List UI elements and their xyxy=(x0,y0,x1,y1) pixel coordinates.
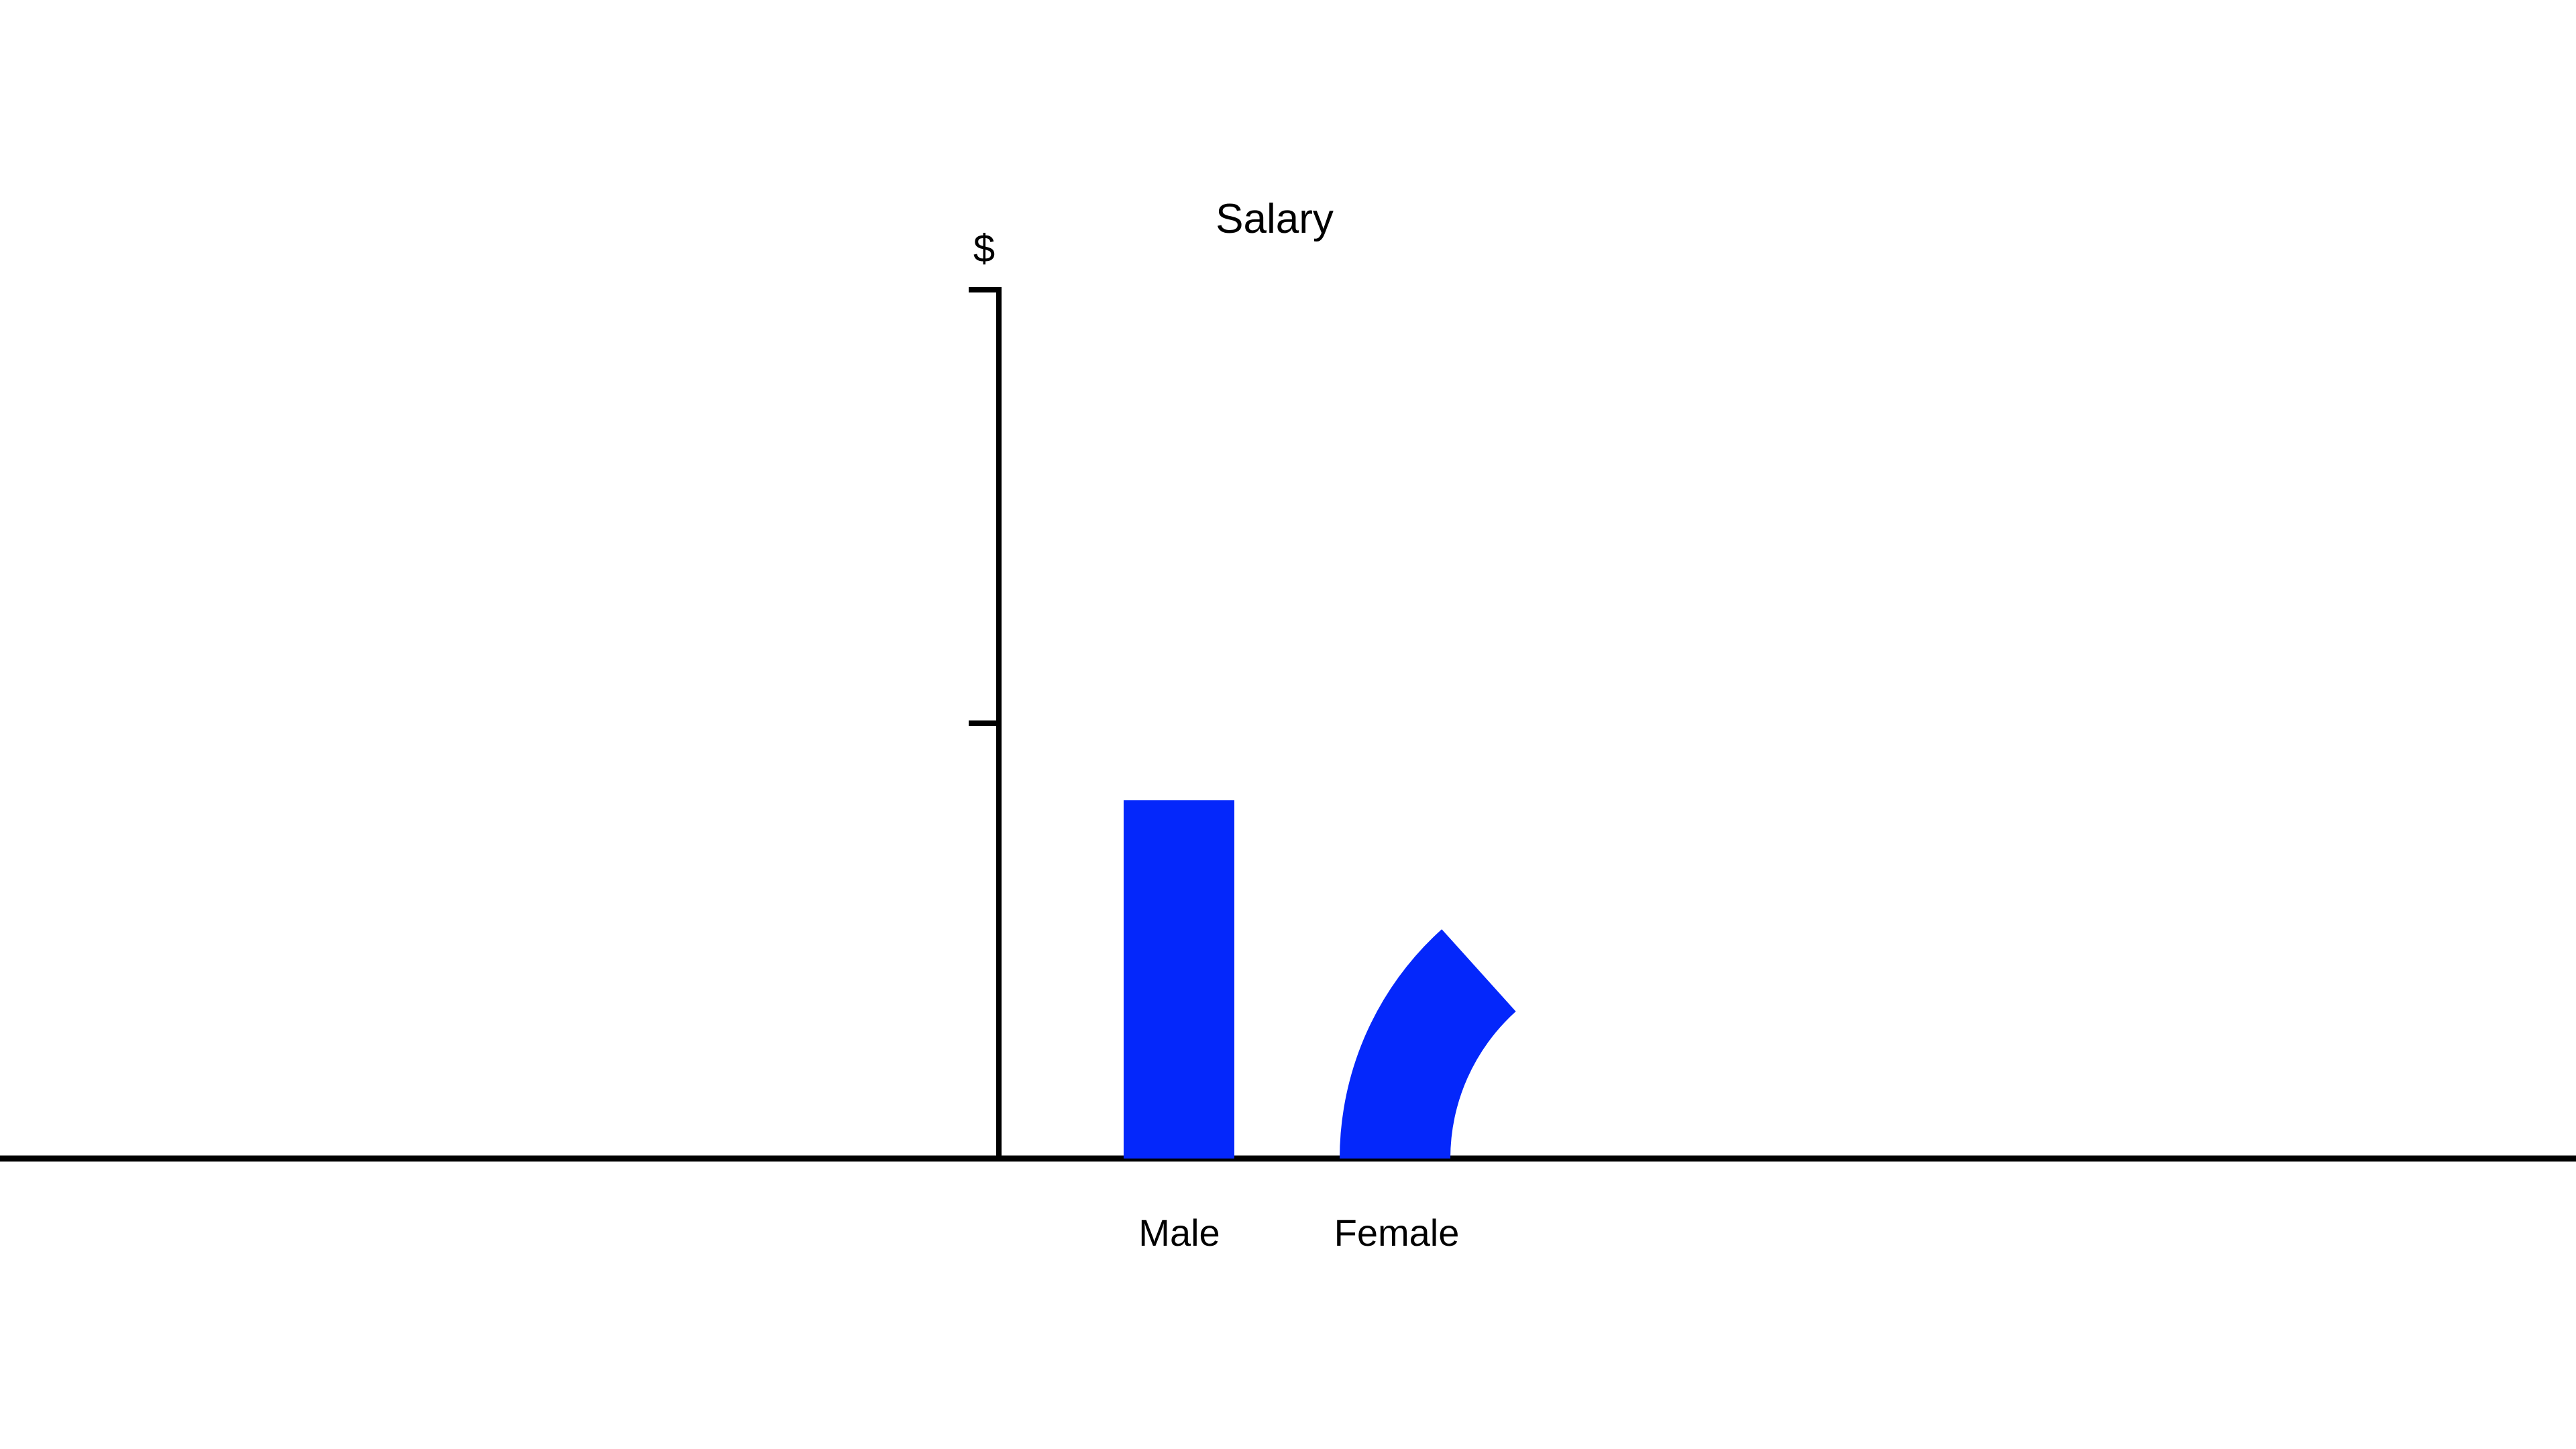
bar-female-bent xyxy=(1340,929,1516,1159)
y-axis-unit-label: $ xyxy=(973,227,995,270)
bar-male xyxy=(1124,800,1234,1159)
x-label-male: Male xyxy=(1138,1212,1220,1254)
x-label-female: Female xyxy=(1334,1212,1460,1254)
chart-title: Salary xyxy=(1216,196,1334,242)
